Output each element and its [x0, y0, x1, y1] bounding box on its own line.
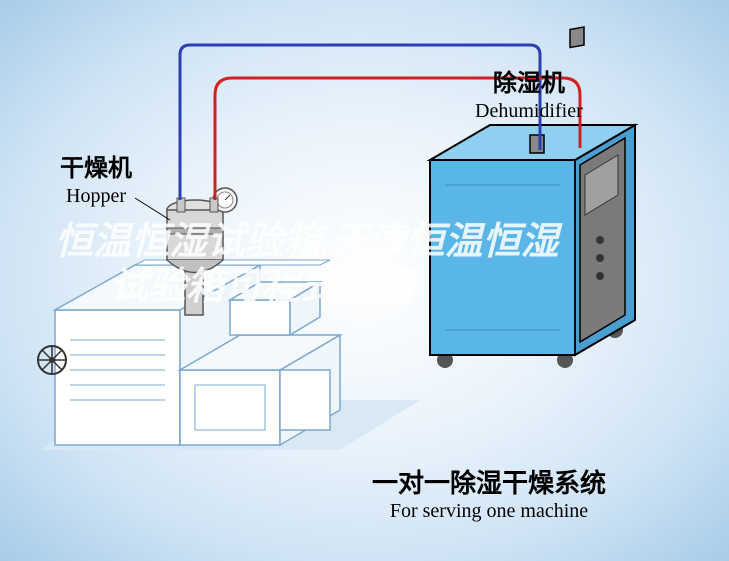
system-label-zh: 一对一除湿干燥系统 [372, 468, 606, 499]
watermark-line2: 试验箱可程式恒温 [110, 255, 414, 310]
handwheel-icon [38, 346, 66, 374]
dehumidifier-label: 除湿机 Dehumidifier [475, 70, 583, 123]
dehumidifier-label-zh: 除湿机 [475, 70, 583, 99]
system-label: 一对一除湿干燥系统 For serving one machine [372, 468, 606, 523]
hopper-label-en: Hopper [60, 184, 132, 208]
hopper-label: 干燥机 Hopper [60, 155, 132, 208]
hopper-label-zh: 干燥机 [60, 155, 132, 184]
system-label-en: For serving one machine [372, 499, 606, 523]
dehumidifier-label-en: Dehumidifier [475, 99, 583, 123]
